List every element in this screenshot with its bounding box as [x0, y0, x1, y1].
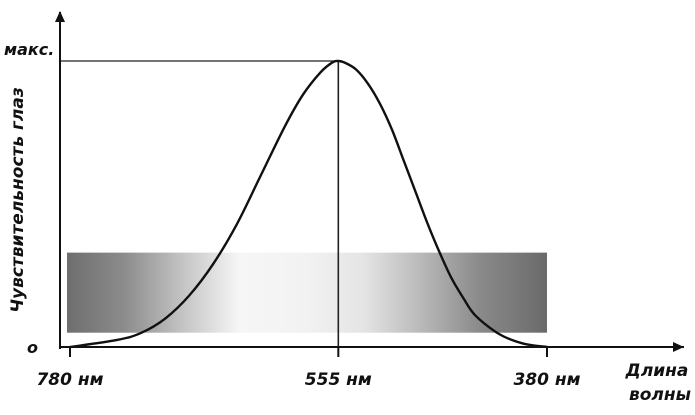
- spectrum-band: [67, 252, 547, 333]
- x-tick-labels: 780 нм 555 нм 380 нм: [36, 370, 580, 390]
- x-tick-label: 555 нм: [305, 370, 372, 390]
- y-axis-label: Чувствительность глаз: [8, 87, 28, 313]
- sensitivity-curve: [68, 59, 549, 349]
- x-tick-marks: [69, 347, 548, 357]
- x-tick-label: 380 нм: [513, 370, 580, 390]
- x-tick-label: 780 нм: [36, 370, 103, 390]
- x-axis-label: Длина волны: [625, 361, 695, 405]
- x-axis-label-line-2: волны: [629, 385, 691, 405]
- x-axis-label-line-1: Длина: [625, 361, 689, 381]
- y-tick-label-zero: о: [27, 338, 38, 357]
- y-tick-labels: о макс.: [4, 40, 54, 357]
- y-tick-label-max: макс.: [4, 40, 54, 59]
